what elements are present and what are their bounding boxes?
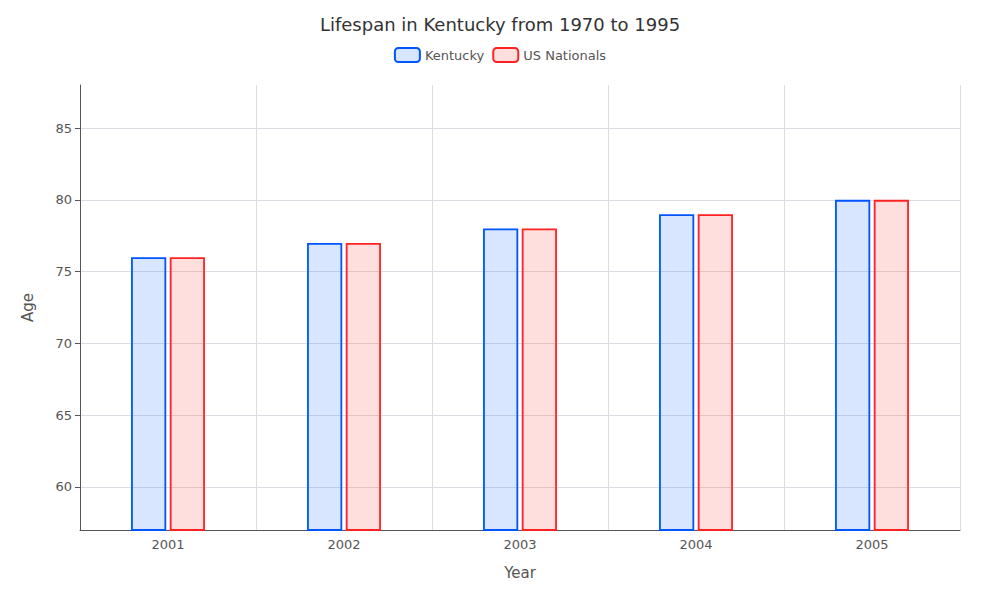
svg-text:Kentucky: Kentucky xyxy=(425,48,485,63)
svg-text:2004: 2004 xyxy=(679,537,712,552)
svg-text:Lifespan in Kentucky from 1970: Lifespan in Kentucky from 1970 to 1995 xyxy=(320,14,680,35)
svg-text:70: 70 xyxy=(55,336,72,351)
svg-text:Year: Year xyxy=(503,564,537,582)
svg-text:2002: 2002 xyxy=(327,537,360,552)
svg-text:US Nationals: US Nationals xyxy=(523,48,606,63)
svg-text:60: 60 xyxy=(55,479,72,494)
svg-text:2001: 2001 xyxy=(151,537,184,552)
svg-text:75: 75 xyxy=(55,264,72,279)
svg-text:Age: Age xyxy=(19,293,37,322)
svg-text:65: 65 xyxy=(55,408,72,423)
svg-text:2003: 2003 xyxy=(503,537,536,552)
svg-text:85: 85 xyxy=(55,121,72,136)
svg-text:80: 80 xyxy=(55,192,72,207)
svg-text:2005: 2005 xyxy=(855,537,888,552)
